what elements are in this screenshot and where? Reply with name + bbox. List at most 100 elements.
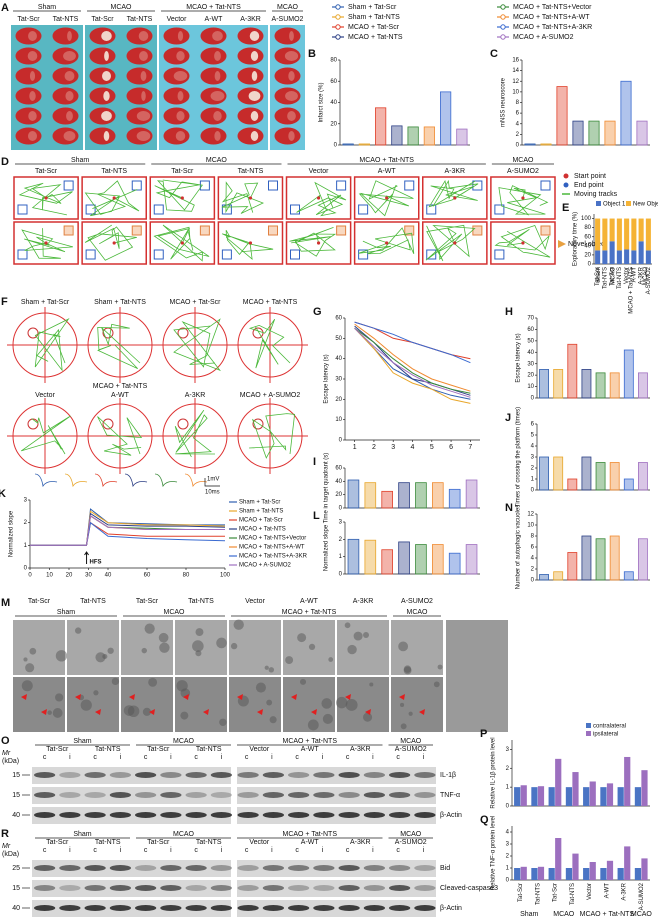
band: [160, 885, 182, 891]
bar: [539, 456, 549, 491]
bar-segment: [631, 250, 637, 264]
legend-marker: [500, 34, 506, 40]
bar: [634, 787, 642, 806]
side-label: i: [271, 754, 273, 761]
infarct: [284, 51, 299, 61]
object: [540, 225, 551, 236]
start-dot: [44, 196, 48, 200]
band: [109, 772, 131, 778]
x-tick-label: A-3KR: [622, 882, 628, 900]
bar: [595, 372, 606, 399]
arrow: [257, 709, 263, 715]
bar: [624, 846, 631, 880]
y-tick-label: 0: [531, 396, 535, 402]
brain-slice: [126, 107, 153, 125]
panel-letter: B: [308, 48, 316, 60]
legend-label: ipsilateral: [593, 732, 618, 738]
unit-label: (kDa): [2, 758, 19, 765]
y-tick-label: 16: [512, 58, 519, 64]
brain-slice: [237, 67, 264, 85]
bar: [609, 535, 620, 581]
band: [160, 865, 182, 871]
texture: [345, 698, 358, 711]
panel-letter: A: [1, 2, 9, 14]
band: [363, 905, 385, 911]
line: [30, 515, 225, 546]
texture: [233, 619, 244, 630]
band: [210, 905, 232, 911]
band: [34, 772, 56, 778]
group-label: MCAO: [173, 738, 195, 745]
band: [185, 792, 207, 798]
group-label: Sham: [38, 4, 56, 11]
bar: [537, 866, 545, 880]
marker-label: 25: [12, 865, 20, 872]
brain-slice: [52, 87, 79, 105]
band: [160, 772, 182, 778]
legend-label: MCAO + A-SUMO2: [239, 563, 292, 569]
infarct: [63, 51, 76, 61]
texture: [176, 680, 188, 692]
bar: [456, 128, 468, 146]
legend-label: Object 1: [603, 202, 626, 208]
texture: [269, 716, 277, 724]
bar-segment: [624, 249, 630, 264]
protein-label: Cleaved-caspase3: [440, 885, 498, 892]
texture: [230, 642, 238, 650]
bar-segment: [638, 241, 644, 264]
lane-label: A-WT: [205, 16, 224, 23]
track: [154, 179, 204, 212]
legend-marker: [335, 34, 341, 40]
arrow: [399, 694, 405, 700]
brain-slice: [274, 27, 301, 45]
texture: [102, 653, 108, 660]
line: [354, 327, 471, 404]
infarct: [136, 111, 151, 121]
panel-letter: N: [505, 502, 513, 514]
legend-label: MCAO + A-SUMO2: [513, 34, 574, 41]
object: [199, 225, 210, 236]
legend-marker: [335, 4, 341, 10]
object: [131, 225, 142, 236]
platform: [27, 418, 39, 430]
lane-label: A-WT: [301, 746, 320, 753]
bar-segment: [645, 250, 651, 264]
y-tick-label: 1: [24, 543, 28, 549]
band: [135, 885, 157, 891]
infarct: [214, 51, 221, 61]
texture: [266, 699, 273, 706]
x-tick-label: A-SUMO2: [646, 266, 652, 294]
infarct: [173, 71, 188, 81]
group-label: MCAO: [400, 738, 422, 745]
bar: [589, 862, 596, 880]
bar: [423, 126, 435, 146]
bar: [555, 758, 562, 806]
panel-letter: M: [1, 597, 10, 609]
band: [338, 865, 360, 871]
start-dot: [248, 241, 253, 245]
band: [135, 772, 157, 778]
band: [34, 905, 56, 911]
infarct: [136, 131, 151, 141]
y-tick-label: 60: [584, 234, 591, 240]
arrow: [84, 551, 89, 564]
em-image: [229, 677, 281, 732]
brain-slice: [200, 47, 227, 65]
y-axis-label: Normalized slope: [324, 524, 330, 571]
band: [135, 812, 157, 818]
band: [185, 812, 207, 818]
side-label: i: [423, 754, 425, 761]
y-tick-label: 60: [335, 466, 342, 472]
y-tick-label: 4: [531, 444, 535, 450]
band: [59, 812, 81, 818]
object: [358, 249, 369, 260]
brain-slice: [274, 107, 301, 125]
x-tick-label: 3: [391, 444, 395, 451]
band: [389, 905, 411, 911]
group-label: Sham: [57, 609, 75, 616]
x-tick-label: 0: [28, 573, 32, 579]
group-label: MCAO + Tat-NTS: [359, 157, 414, 164]
lane-label: Vector: [249, 839, 270, 846]
band: [389, 792, 411, 798]
